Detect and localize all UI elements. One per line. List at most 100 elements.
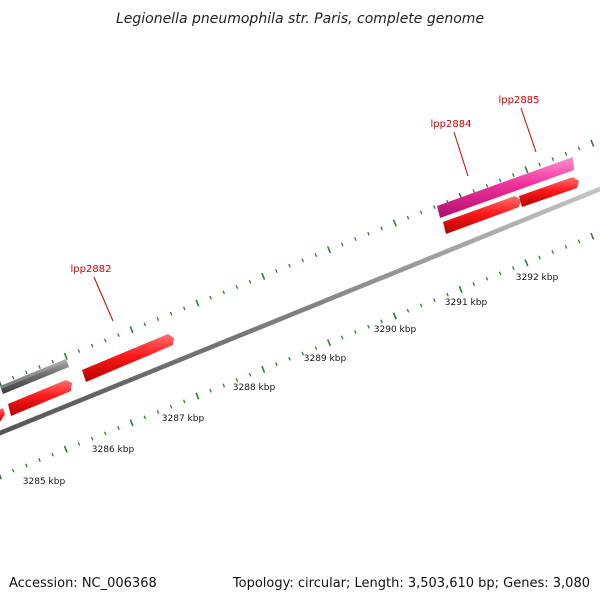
upper-track-minor-tick — [143, 322, 147, 327]
lower-track-minor-tick — [485, 276, 489, 281]
lower-track-minor-tick — [446, 292, 449, 297]
gene-lpp2882[interactable] — [82, 334, 174, 382]
scale-label-3291: 3291 kbp — [445, 298, 488, 308]
lower-track-minor-tick — [77, 442, 81, 446]
scale-label-3292: 3292 kbp — [516, 273, 559, 283]
lower-track-major-tick — [129, 419, 134, 427]
upper-track-minor-tick — [498, 178, 502, 183]
lower-track-major-tick — [261, 365, 266, 373]
lower-track-minor-tick — [38, 458, 41, 462]
scale-label-3289: 3289 kbp — [304, 354, 347, 364]
lower-track-minor-tick — [340, 335, 344, 340]
upper-track-minor-tick — [485, 183, 489, 188]
upper-track-minor-tick — [406, 215, 410, 220]
gene-red-right-b[interactable] — [519, 177, 579, 207]
lower-track-major-tick — [63, 445, 68, 453]
scale-labels: 3285 kbp 3286 kbp 3287 kbp 3288 kbp 3289… — [23, 273, 559, 487]
upper-track-minor-tick — [433, 205, 436, 210]
upper-track-minor-tick — [235, 285, 239, 289]
gene-lpp2884[interactable] — [437, 157, 574, 218]
upper-track-minor-tick — [209, 295, 212, 300]
upper-track-major-tick — [0, 380, 3, 387]
gene-red-right-a[interactable] — [443, 196, 521, 234]
lower-track-major-tick — [524, 259, 529, 267]
scale-label-3285: 3285 kbp — [23, 477, 66, 487]
upper-track-major-tick — [590, 139, 595, 147]
upper-track-minor-tick — [77, 349, 81, 353]
upper-track-minor-tick — [367, 231, 370, 236]
lower-track-major-tick — [458, 285, 463, 294]
genome-summary-text: Topology: circular; Length: 3,503,610 bp… — [232, 576, 590, 591]
upper-track-minor-tick — [25, 370, 28, 375]
upper-track-minor-tick — [340, 242, 344, 247]
upper-track-minor-tick — [314, 253, 318, 257]
gene-grey-left[interactable] — [0, 359, 69, 394]
gene-label-lpp2882[interactable]: lpp2882 — [71, 264, 112, 275]
lower-track-major-tick — [590, 232, 595, 240]
lower-track-minor-tick — [25, 463, 28, 468]
upper-track-minor-tick — [51, 359, 54, 364]
upper-track-minor-tick — [354, 237, 357, 241]
lower-track-major-tick — [392, 312, 397, 320]
lower-track-minor-tick — [354, 330, 357, 334]
lower-track-minor-tick — [117, 426, 120, 430]
lower-track-major-tick — [195, 392, 200, 400]
scale-label-3287: 3287 kbp — [162, 414, 205, 424]
lower-track-major-tick — [326, 339, 332, 347]
gene-label-lines — [93, 107, 537, 322]
lower-track-minor-tick — [11, 468, 15, 473]
upper-track-major-tick — [392, 219, 397, 227]
gene-red-left[interactable] — [8, 380, 72, 416]
upper-track-minor-tick — [419, 210, 423, 215]
gene-label-lpp2885[interactable]: lpp2885 — [499, 95, 540, 106]
upper-track-major-tick — [326, 246, 332, 254]
lower-track-minor-tick — [288, 356, 291, 361]
lower-track-minor-tick — [433, 298, 436, 303]
upper-track-major-tick — [524, 166, 529, 174]
upper-track-minor-tick — [577, 146, 581, 151]
upper-track-minor-tick — [156, 317, 160, 321]
lower-track-minor-tick — [169, 404, 173, 409]
lower-track-major-tick — [0, 473, 3, 480]
lower-tick-track — [0, 232, 595, 480]
lower-track-minor-tick — [143, 415, 147, 420]
lower-track-minor-tick — [538, 255, 541, 260]
lower-track-minor-tick — [51, 452, 54, 457]
lower-track-minor-tick — [367, 324, 370, 329]
upper-track-minor-tick — [564, 151, 568, 156]
upper-track-major-tick — [129, 326, 134, 334]
upper-track-major-tick — [261, 272, 266, 280]
gene-label-lpp2884[interactable]: lpp2884 — [431, 119, 472, 130]
lower-track-minor-tick — [90, 436, 94, 441]
lower-track-minor-tick — [235, 378, 239, 382]
genome-backbone — [0, 186, 600, 436]
upper-track-major-tick — [195, 299, 200, 307]
lower-track-minor-tick — [472, 282, 476, 287]
lower-track-minor-tick — [248, 372, 252, 377]
lower-track-minor-tick — [551, 250, 555, 255]
upper-track-minor-tick — [472, 189, 476, 194]
lower-track-minor-tick — [222, 383, 226, 388]
upper-track-minor-tick — [182, 306, 186, 311]
lower-track-minor-tick — [301, 351, 305, 356]
upper-track-minor-tick — [551, 157, 555, 162]
accession-text: Accession: NC_006368 — [9, 576, 157, 591]
upper-track-minor-tick — [38, 365, 41, 369]
upper-track-minor-tick — [538, 162, 541, 167]
upper-tick-track — [0, 139, 595, 387]
upper-track-minor-tick — [511, 173, 515, 178]
upper-track-minor-tick — [301, 258, 305, 263]
upper-track-minor-tick — [288, 263, 291, 268]
lower-track-minor-tick — [577, 239, 581, 244]
lower-track-minor-tick — [314, 346, 318, 350]
lower-track-minor-tick — [419, 303, 423, 308]
gene-red-left-fragment[interactable] — [0, 408, 5, 424]
upper-track-minor-tick — [380, 226, 384, 231]
map-title: Legionella pneumophila str. Paris, compl… — [116, 11, 484, 27]
scale-label-3288: 3288 kbp — [233, 383, 276, 393]
upper-track-minor-tick — [248, 279, 252, 284]
upper-track-minor-tick — [104, 338, 107, 343]
gene-features[interactable] — [0, 157, 579, 424]
lower-track-minor-tick — [209, 388, 212, 393]
